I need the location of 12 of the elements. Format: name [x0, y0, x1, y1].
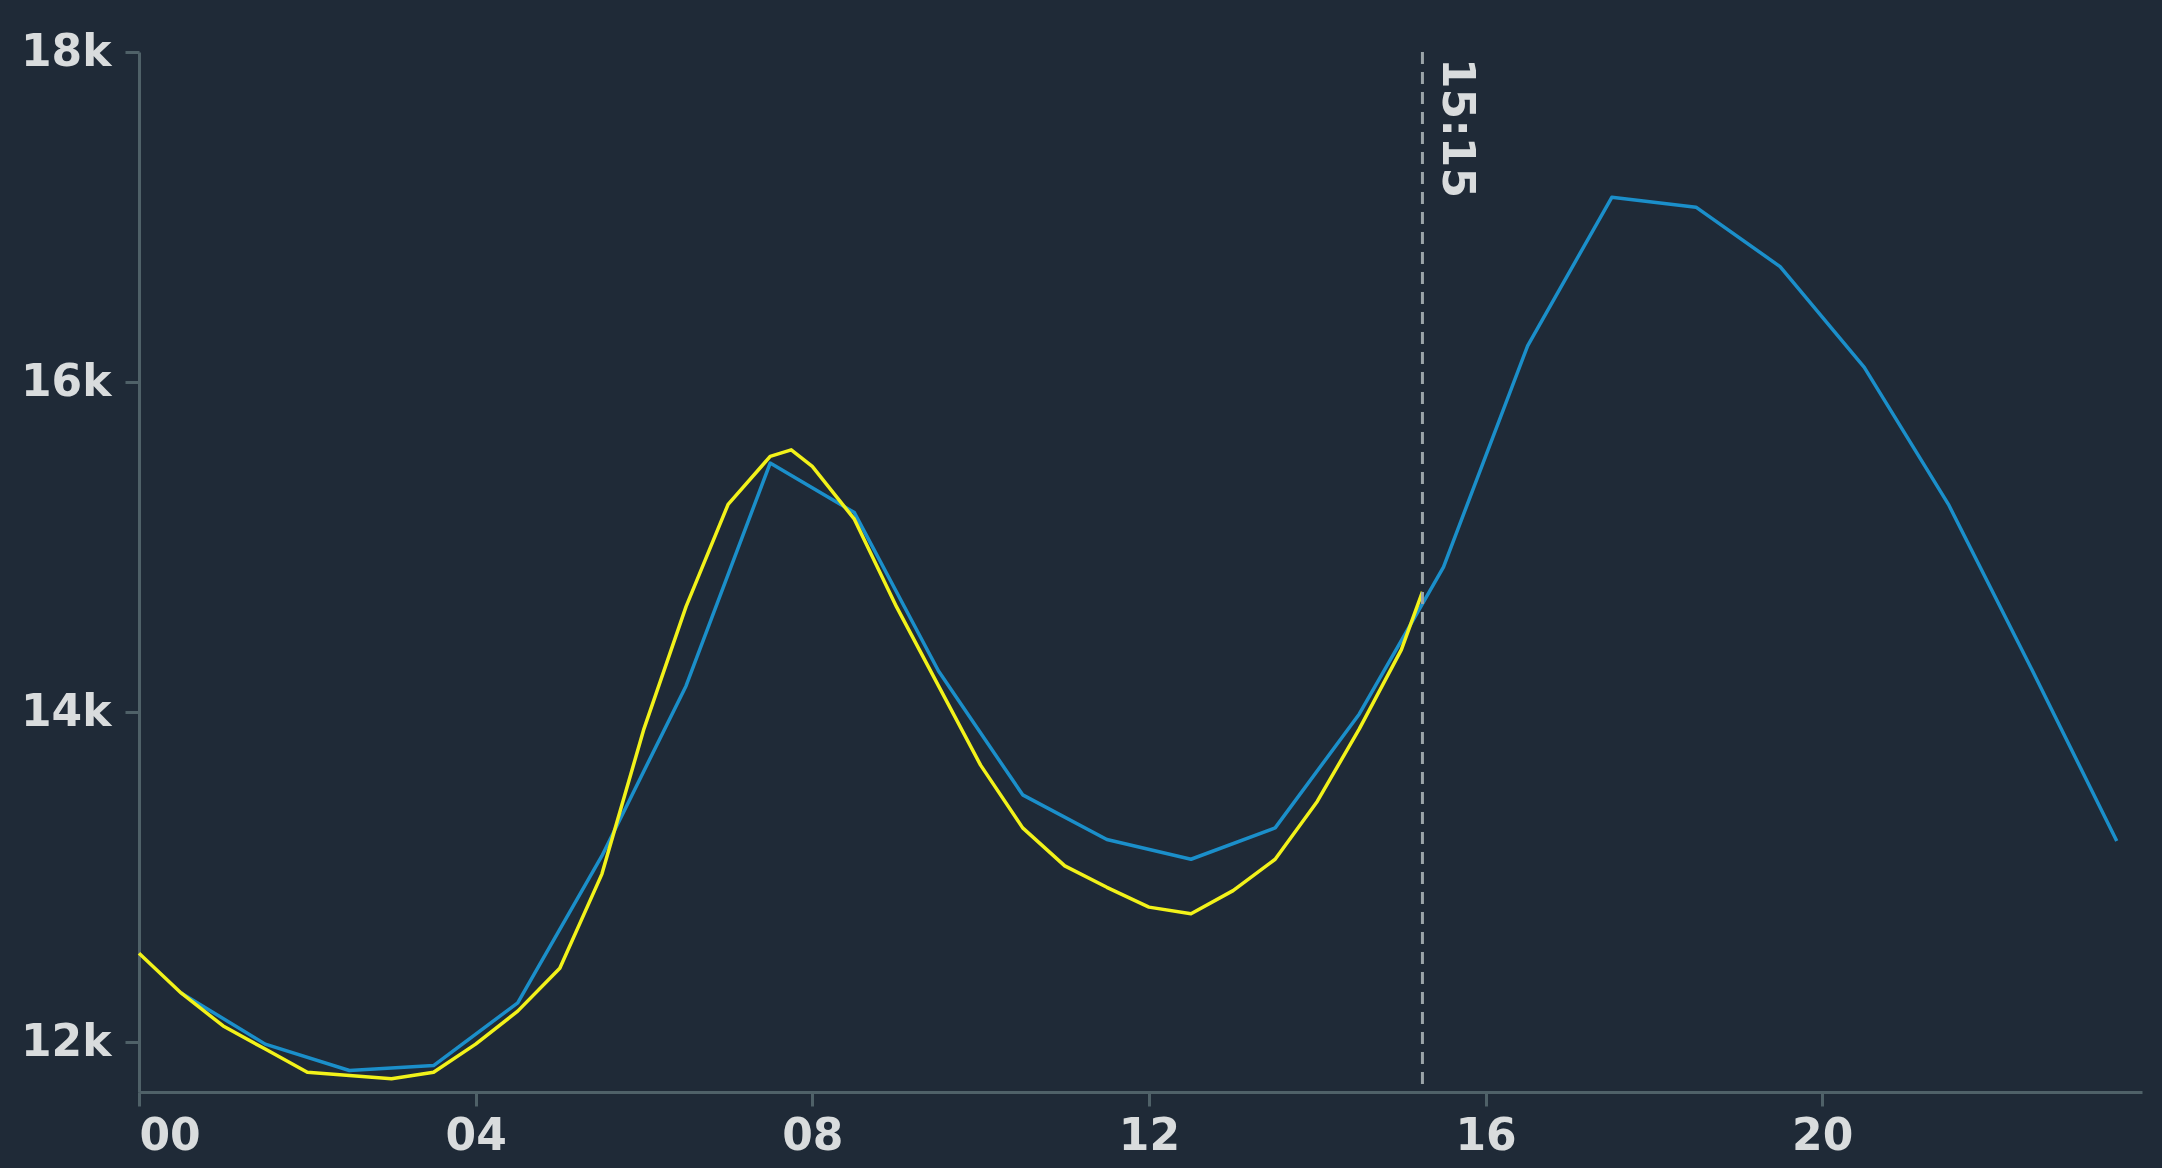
y-tick-label: 14k	[21, 684, 114, 736]
y-tick-label: 18k	[21, 24, 114, 76]
x-tick-label: 20	[1792, 1108, 1854, 1160]
x-tick-label: 16	[1455, 1108, 1517, 1160]
ref-line-label: 15:15	[1433, 58, 1485, 199]
x-tick-label: 04	[445, 1108, 507, 1160]
x-tick-label: 00	[139, 1108, 201, 1160]
y-tick-label: 16k	[21, 354, 114, 406]
x-tick-label: 08	[782, 1108, 844, 1160]
x-tick-label: 12	[1118, 1108, 1181, 1160]
y-tick-label: 12k	[21, 1014, 114, 1066]
line-series	[137, 448, 1425, 1081]
